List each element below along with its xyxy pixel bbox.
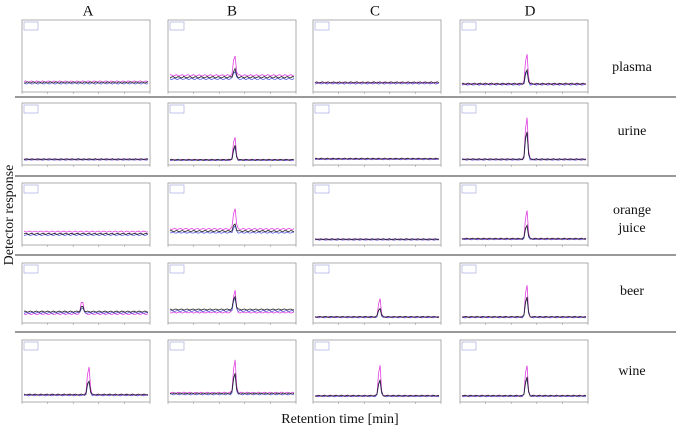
legend-box [461, 264, 477, 274]
trace [315, 157, 440, 160]
chromatogram-panel [167, 262, 297, 324]
legend-box [461, 104, 477, 114]
row-label: wine [618, 364, 645, 379]
trace [169, 67, 295, 79]
trace [461, 131, 587, 161]
legend-box [314, 264, 330, 274]
trace [461, 296, 587, 318]
legend-box [169, 341, 185, 351]
column-label: C [370, 3, 380, 19]
legend-box [23, 264, 39, 274]
trace [169, 224, 295, 234]
legend-box [23, 184, 39, 194]
trace [314, 379, 440, 397]
row-label: plasma [612, 60, 652, 75]
trace [23, 380, 149, 396]
chromatogram-panel [312, 182, 442, 246]
legend-box [461, 21, 477, 31]
trace [169, 145, 295, 161]
trace [23, 232, 149, 235]
trace [461, 376, 586, 397]
trace [169, 295, 295, 311]
chromatogram-panel [312, 19, 442, 93]
trace [461, 224, 587, 240]
chromatogram-panel [167, 19, 297, 93]
legend-box [169, 21, 185, 31]
chromatogram-panel [312, 102, 442, 166]
legend-box [314, 184, 330, 194]
legend-box [23, 21, 39, 31]
trace [314, 81, 440, 84]
legend-box [169, 184, 185, 194]
trace [314, 238, 440, 241]
column-label: B [227, 3, 237, 19]
chromatogram-panel [21, 102, 151, 166]
chromatogram-panel [167, 182, 297, 246]
x-axis-label: Retention time [min] [281, 412, 398, 427]
trace [23, 158, 149, 161]
trace [169, 373, 295, 395]
legend-box [461, 184, 477, 194]
trace [23, 307, 149, 314]
legend-box [169, 264, 185, 274]
legend-box [314, 104, 330, 114]
trace [169, 208, 295, 231]
column-label: D [525, 3, 536, 19]
legend-box [23, 341, 39, 351]
trace [170, 223, 295, 233]
legend-box [23, 104, 39, 114]
row-label: beer [620, 284, 644, 299]
y-axis-label: Detector response [2, 165, 17, 266]
trace [24, 305, 149, 313]
trace [462, 68, 587, 85]
trace [314, 307, 440, 318]
trace [23, 81, 149, 84]
trace [23, 230, 149, 233]
row-label: juice [617, 221, 645, 236]
column-label: A [83, 3, 94, 19]
row-label: orange [613, 203, 651, 218]
row-label: urine [618, 124, 647, 139]
chromatogram-panel [21, 19, 151, 93]
legend-box [169, 104, 185, 114]
trace [169, 55, 295, 77]
trace [169, 296, 295, 313]
legend-box [314, 21, 330, 31]
legend-box [314, 341, 330, 351]
legend-box [461, 341, 477, 351]
trace [169, 70, 295, 81]
